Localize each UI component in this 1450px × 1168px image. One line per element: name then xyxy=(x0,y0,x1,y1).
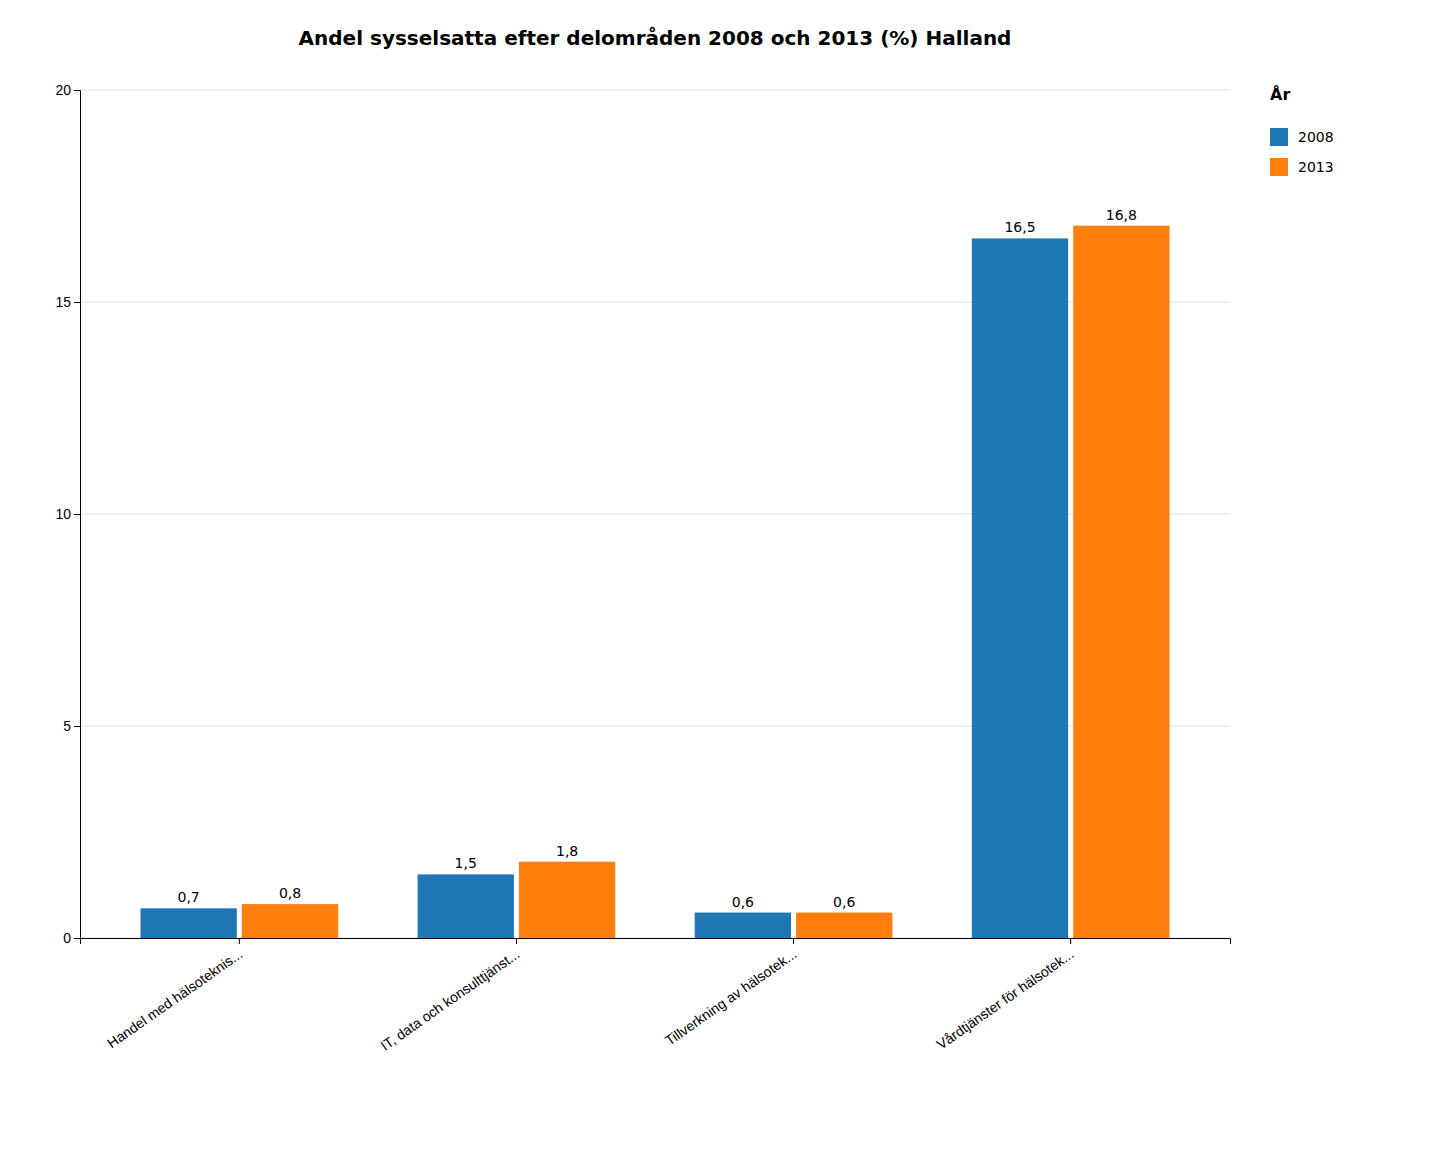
x-tick-mark xyxy=(793,938,794,944)
x-tick-mark xyxy=(516,938,517,944)
y-tick: 0 xyxy=(63,930,80,946)
data-label: 1,8 xyxy=(556,843,578,859)
bar xyxy=(972,238,1068,938)
data-labels: 0,7 1,5 0,6 16,5 0,8 1,8 0,6 16,8 xyxy=(178,207,1137,910)
y-tick-mark xyxy=(74,726,80,727)
y-axis-line xyxy=(74,91,81,939)
data-label: 1,5 xyxy=(455,855,477,871)
plot: 0 5 10 15 20 0,7 1,5 0,6 16,5 0,8 1,8 0,6 16,8 Handel… xyxy=(55,82,1230,1054)
legend-swatch xyxy=(1270,158,1288,176)
title: Andel sysselsatta efter delområden 2008 … xyxy=(299,26,1012,50)
bar xyxy=(242,904,338,938)
legend-swatch xyxy=(1270,128,1288,146)
data-label: 0,6 xyxy=(833,894,855,910)
x-tick-mark xyxy=(239,938,240,944)
x-tick: Tillverkning av hälsotek... xyxy=(662,938,800,1049)
y-tick-mark xyxy=(74,514,80,515)
y-axis: 0 5 10 15 20 xyxy=(55,82,80,946)
y-tick: 15 xyxy=(55,294,80,310)
y-tick-label: 5 xyxy=(63,718,71,734)
grid xyxy=(80,90,1230,938)
x-axis: Handel med hälsoteknis... IT, data och ko… xyxy=(81,938,1231,1054)
legend-item: 2008 xyxy=(1270,128,1334,146)
y-tick-mark xyxy=(74,90,80,91)
legend-label: 2013 xyxy=(1298,159,1334,175)
x-tick-label: Handel med hälsoteknis... xyxy=(104,946,245,1052)
x-tick-mark xyxy=(1070,938,1071,944)
x-tick: IT, data och konsulttjänst... xyxy=(377,938,522,1054)
y-tick-label: 20 xyxy=(55,82,71,98)
y-tick: 20 xyxy=(55,82,80,98)
legend: År 2008 2013 xyxy=(1270,85,1334,176)
bar xyxy=(519,862,615,938)
bars xyxy=(140,226,1169,938)
legend-label: 2008 xyxy=(1298,129,1334,145)
x-tick: Vårdtjänster för hälsotek... xyxy=(934,938,1077,1052)
data-label: 0,6 xyxy=(732,894,754,910)
x-axis-line xyxy=(81,939,1231,945)
data-label: 16,5 xyxy=(1004,219,1035,235)
bar xyxy=(695,913,791,938)
y-tick: 10 xyxy=(55,506,80,522)
bar xyxy=(796,913,892,938)
y-tick-mark xyxy=(74,302,80,303)
grid-line xyxy=(80,90,1230,91)
data-label: 16,8 xyxy=(1106,207,1137,223)
legend-item: 2013 xyxy=(1270,158,1334,176)
y-tick: 5 xyxy=(63,718,80,734)
x-tick-label: Tillverkning av hälsotek... xyxy=(662,946,800,1049)
data-label: 0,8 xyxy=(279,885,301,901)
bar xyxy=(1073,226,1169,938)
y-tick-label: 15 xyxy=(55,294,71,310)
bar xyxy=(140,908,236,938)
bar xyxy=(418,874,514,938)
y-tick-label: 0 xyxy=(63,930,71,946)
y-tick-label: 10 xyxy=(55,506,71,522)
x-tick-label: IT, data och konsulttjänst... xyxy=(377,946,522,1054)
x-tick: Handel med hälsoteknis... xyxy=(104,938,245,1051)
x-tick-label: Vårdtjänster för hälsotek... xyxy=(934,946,1077,1053)
data-label: 0,7 xyxy=(178,889,200,905)
chart: Andel sysselsatta efter delområden 2008 … xyxy=(0,0,1450,1168)
legend-title: År xyxy=(1270,85,1290,104)
y-tick-mark xyxy=(74,938,80,939)
